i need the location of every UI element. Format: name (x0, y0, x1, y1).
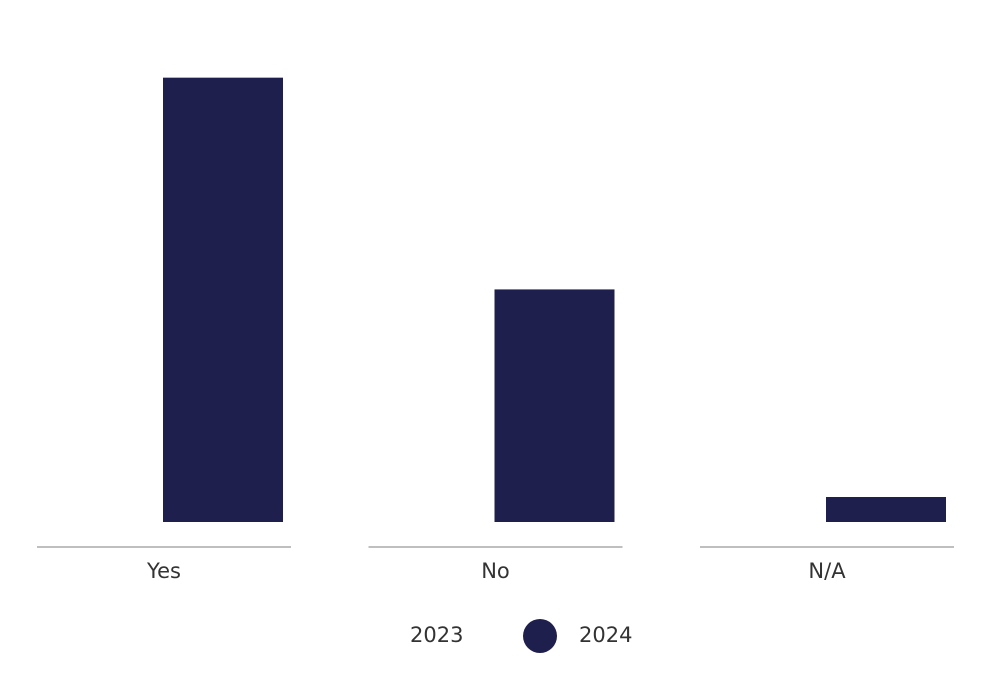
bar (494, 289, 615, 522)
legend-marker (523, 619, 557, 653)
x-tick-label: N/A (808, 559, 846, 583)
bar (826, 497, 946, 522)
x-tick-label: No (481, 559, 510, 583)
legend-marker (355, 619, 389, 653)
bar (163, 77, 283, 523)
x-tick-label: Yes (146, 559, 181, 583)
legend-label: 2024 (579, 623, 632, 647)
legend-label: 2023 (410, 623, 463, 647)
